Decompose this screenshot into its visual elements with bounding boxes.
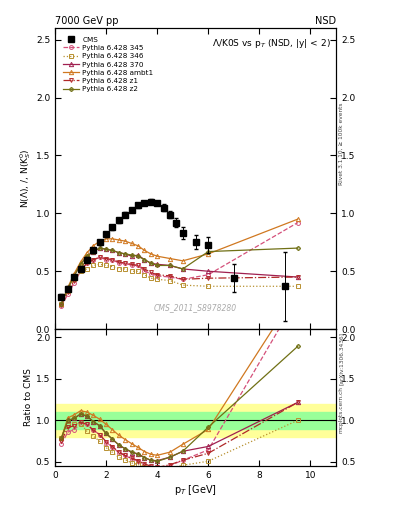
X-axis label: p$_T$ [GeV]: p$_T$ [GeV] [174, 482, 217, 497]
Text: Rivet 3.1.10, ≥ 100k events: Rivet 3.1.10, ≥ 100k events [339, 102, 344, 185]
Text: mcplots.cern.ch: mcplots.cern.ch [339, 386, 344, 433]
Y-axis label: Ratio to CMS: Ratio to CMS [24, 369, 33, 426]
Text: 7000 GeV pp: 7000 GeV pp [55, 15, 119, 26]
Y-axis label: N($\Lambda$), /, N(K$^0_S$): N($\Lambda$), /, N(K$^0_S$) [18, 149, 33, 208]
Text: CMS_2011_S8978280: CMS_2011_S8978280 [154, 304, 237, 312]
Text: NSD: NSD [315, 15, 336, 26]
Text: [arXiv:1306.3436]: [arXiv:1306.3436] [339, 332, 344, 385]
Text: $\Lambda$/K0S vs p$_T$ (NSD, |y| < 2): $\Lambda$/K0S vs p$_T$ (NSD, |y| < 2) [212, 37, 331, 50]
Bar [55, 412, 336, 429]
Bar [55, 404, 336, 437]
Legend: CMS, Pythia 6.428 345, Pythia 6.428 346, Pythia 6.428 370, Pythia 6.428 ambt1, P: CMS, Pythia 6.428 345, Pythia 6.428 346,… [61, 35, 155, 94]
